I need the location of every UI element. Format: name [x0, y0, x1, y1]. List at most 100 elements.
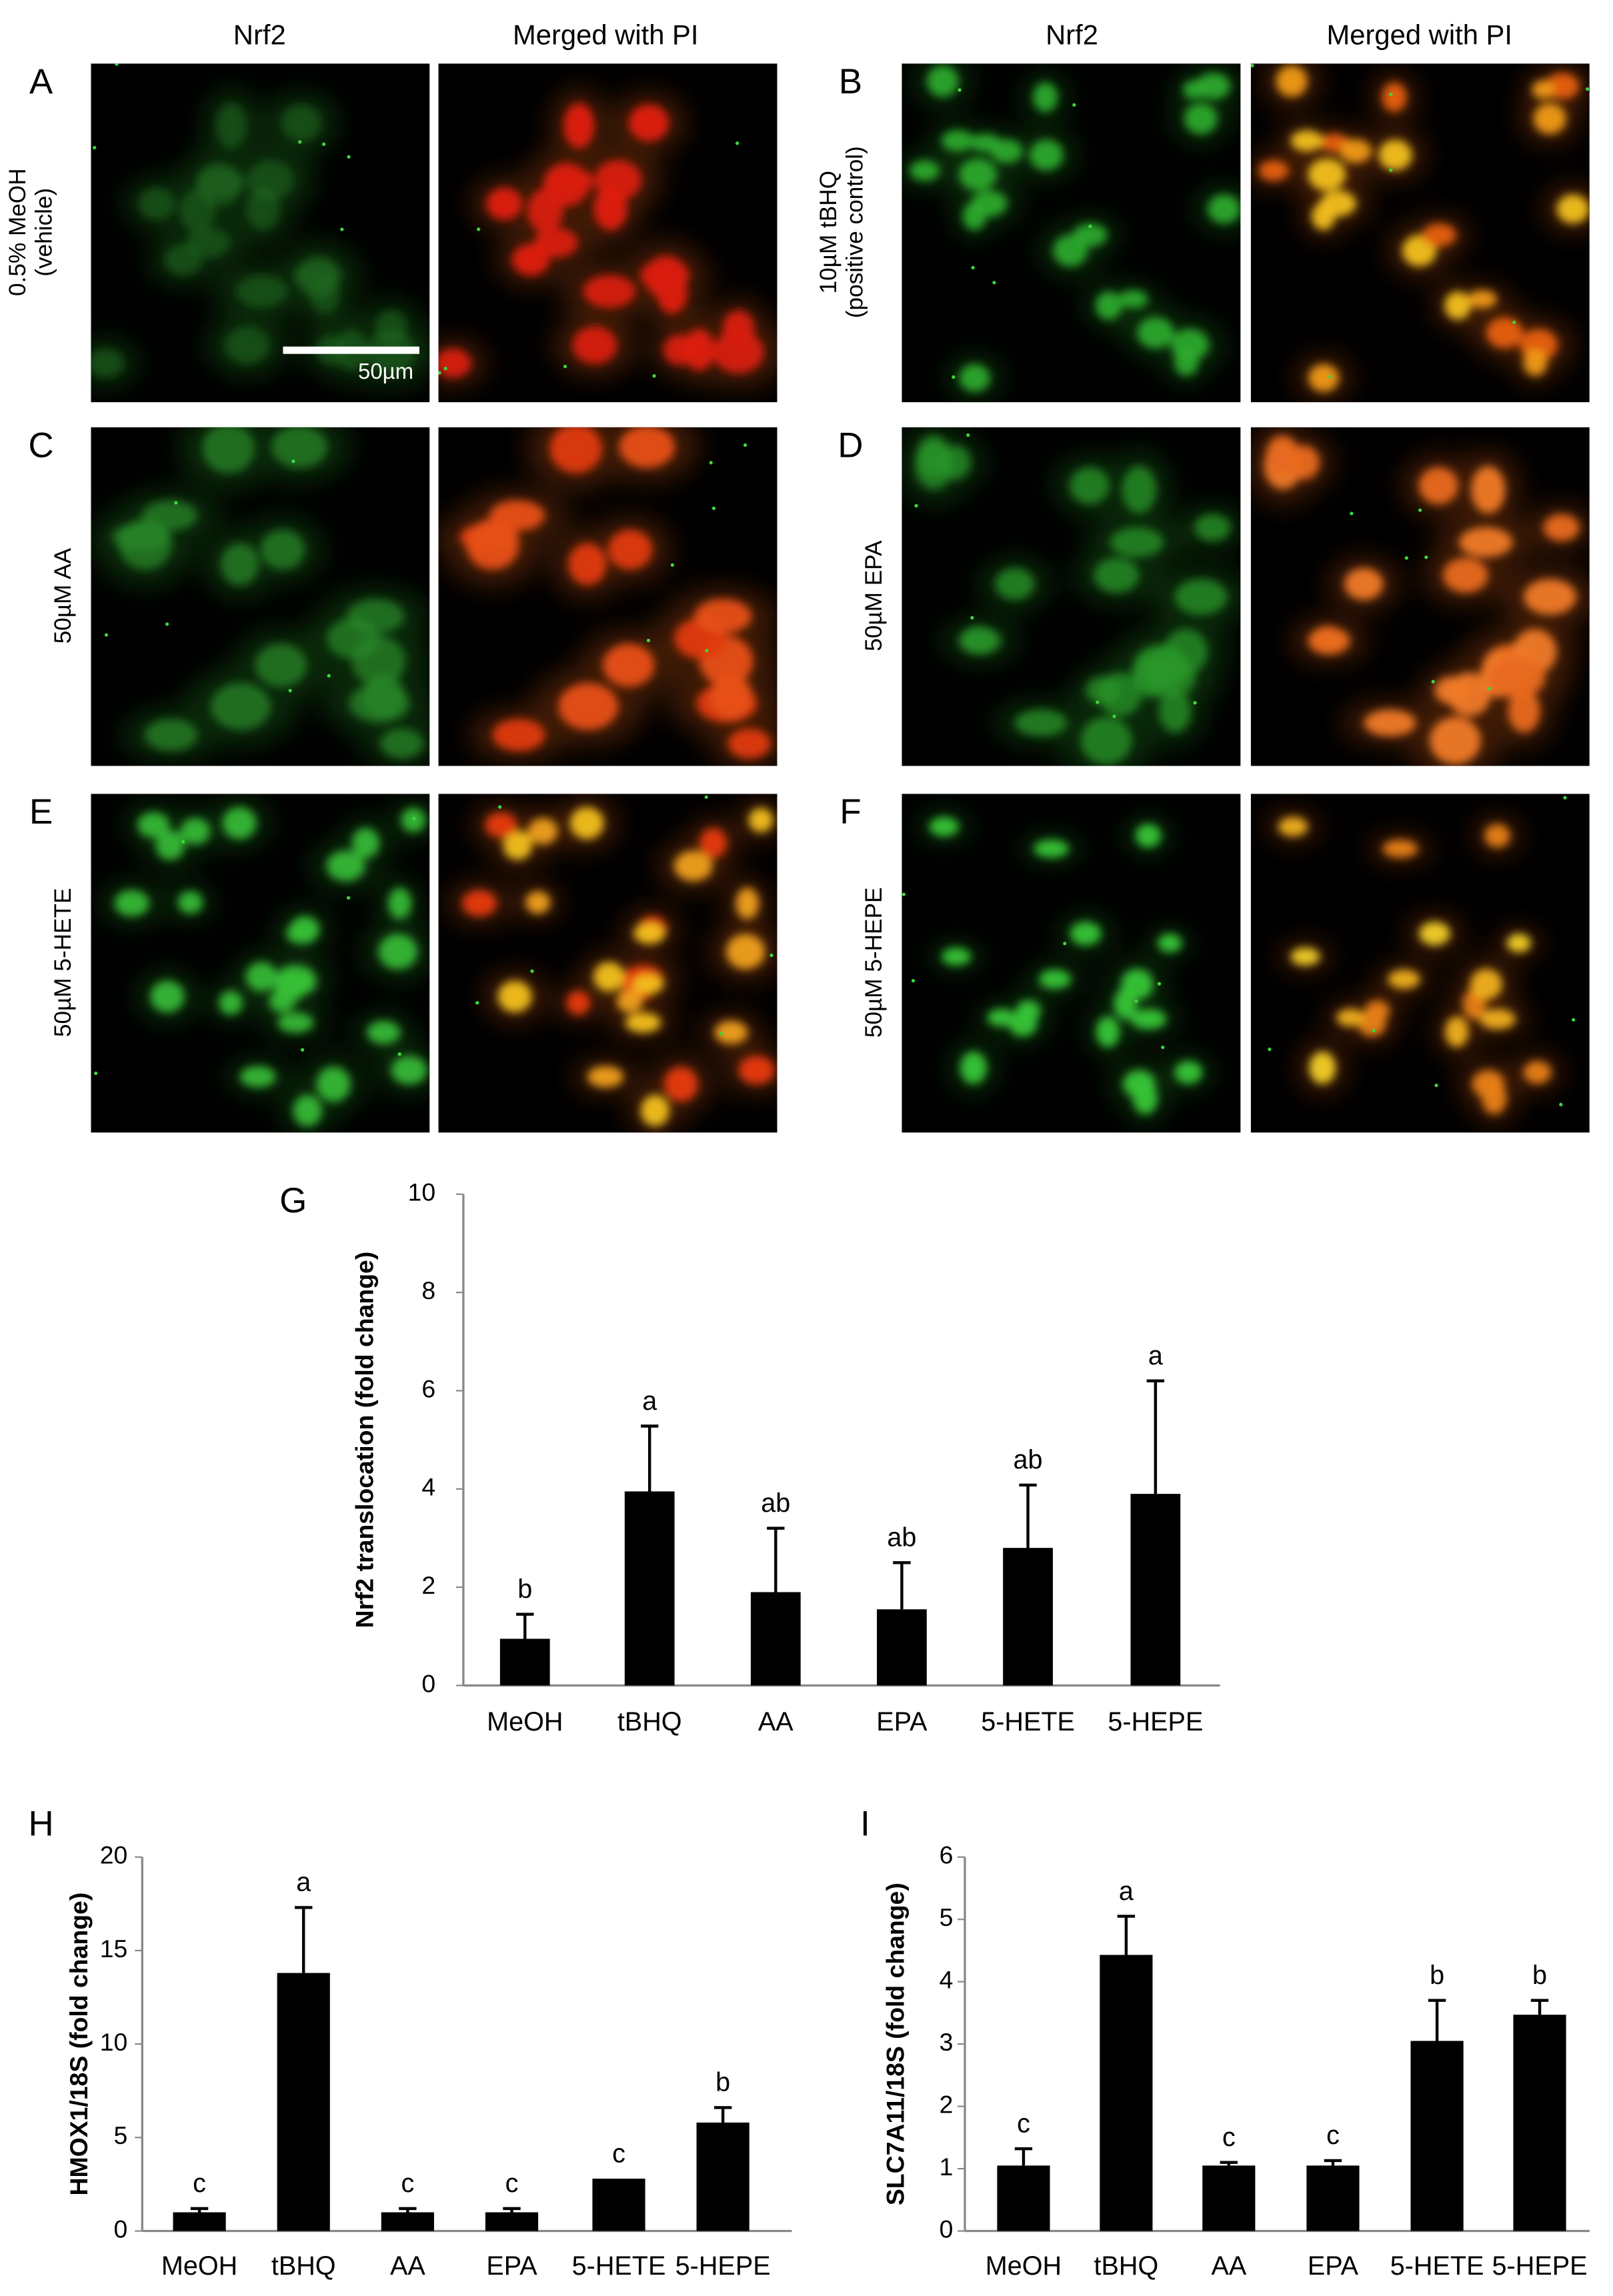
nucleus [1184, 103, 1218, 134]
condition-label: 0.5% MeOH [5, 168, 31, 296]
nucleus [572, 326, 617, 364]
speck [1161, 1045, 1165, 1050]
nucleus [1158, 934, 1182, 953]
nucleus [1096, 291, 1122, 320]
speck [705, 649, 709, 653]
nucleus [486, 187, 523, 220]
speck [1088, 224, 1092, 229]
column-header: Nrf2 [1046, 19, 1098, 51]
nucleus [938, 445, 971, 480]
nrf2-image [902, 794, 1241, 1133]
significance-label: c [505, 2169, 519, 2198]
panel-letter: A [29, 62, 53, 101]
x-tick-label: 5-HEPE [1492, 2251, 1588, 2281]
panel-letter: D [838, 425, 863, 465]
nucleus [503, 830, 533, 860]
nucleus [1467, 290, 1497, 309]
bar [1202, 2165, 1256, 2231]
nucleus [593, 962, 625, 992]
nucleus [1135, 824, 1162, 848]
speck [1586, 87, 1590, 91]
merged-image [438, 794, 777, 1133]
nucleus [114, 890, 149, 917]
nucleus [1132, 1082, 1158, 1114]
nucleus [929, 817, 960, 837]
nucleus [91, 348, 124, 378]
nucleus [644, 255, 688, 299]
column-header: Nrf2 [233, 19, 286, 51]
nucleus [1140, 656, 1197, 698]
significance-label: c [401, 2169, 414, 2198]
nucleus [616, 989, 643, 1013]
speck [1389, 168, 1393, 172]
nucleus [150, 980, 185, 1012]
nucleus [1523, 1060, 1552, 1084]
speck [1250, 63, 1254, 68]
speck [1404, 556, 1408, 560]
significance-label: a [1119, 1877, 1134, 1906]
nucleus [1080, 716, 1132, 765]
nucleus [235, 275, 288, 308]
significance-label: b [1430, 1961, 1444, 1990]
significance-label: b [715, 2068, 730, 2097]
nucleus [1030, 139, 1064, 171]
speck [104, 633, 109, 637]
nucleus [271, 427, 327, 468]
speck [1418, 508, 1422, 512]
nucleus [1470, 968, 1502, 1000]
nucleus [959, 158, 997, 191]
nucleus [1344, 567, 1384, 600]
nucleus [1471, 465, 1506, 513]
nucleus [726, 934, 765, 970]
bar [485, 2212, 539, 2231]
nucleus [632, 974, 664, 994]
nucleus [177, 891, 203, 914]
nucleus [388, 888, 411, 920]
bar [277, 1973, 330, 2231]
nucleus [1286, 445, 1320, 480]
y-tick-label: 8 [421, 1276, 435, 1304]
bar [1100, 1955, 1153, 2231]
nucleus [1096, 1016, 1120, 1048]
bar [1130, 1494, 1181, 1686]
panel-letter: F [840, 792, 861, 832]
nucleus [239, 1066, 276, 1088]
x-tick-label: MeOH [487, 1707, 563, 1737]
bar [1306, 2165, 1360, 2231]
nucleus [990, 139, 1023, 163]
speck [181, 840, 185, 844]
speck [443, 366, 447, 371]
speck [952, 375, 956, 379]
speck [670, 563, 675, 567]
speck [966, 433, 970, 437]
speck [477, 227, 481, 231]
x-tick-label: EPA [486, 2251, 537, 2281]
speck [412, 816, 416, 820]
nuclei [909, 65, 1240, 392]
speck [93, 145, 97, 150]
nucleus [1309, 1052, 1336, 1084]
speck [1157, 982, 1162, 986]
significance-label: a [642, 1386, 657, 1416]
speck [992, 281, 996, 285]
nucleus [1073, 223, 1108, 247]
speck [321, 142, 326, 146]
speck [165, 622, 169, 626]
x-tick-label: 5-HETE [1390, 2251, 1484, 2281]
merged-image [1250, 794, 1590, 1133]
significance-label: b [1532, 1961, 1547, 1990]
nucleus [1130, 1009, 1167, 1030]
x-tick-label: tBHQ [271, 2251, 336, 2281]
nucleus [1364, 1000, 1390, 1022]
nrf2-image [91, 794, 430, 1133]
speck [711, 506, 716, 510]
nuclei [915, 435, 1231, 765]
nucleus [1118, 290, 1148, 309]
nucleus [1382, 840, 1418, 858]
x-tick-label: AA [390, 2251, 425, 2281]
y-tick-label: 0 [114, 2215, 128, 2243]
nucleus [674, 850, 713, 882]
significance-label: ab [761, 1488, 790, 1518]
